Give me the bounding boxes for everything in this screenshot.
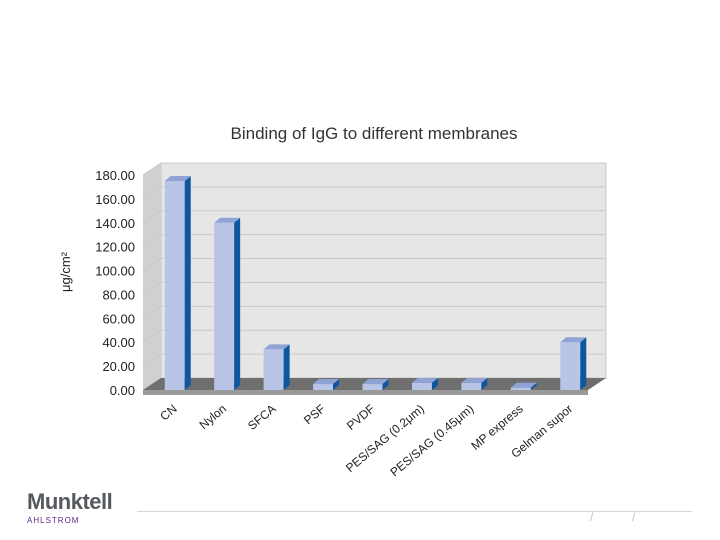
y-tick-label: 20.00 [102,359,135,374]
bar-front [560,342,581,390]
bar-side [530,382,537,390]
bar-front [362,384,383,390]
y-axis-ticks: 0.00 20.00 40.00 60.00 80.00 100.00 120.00 140.… [95,168,135,398]
bar [214,217,241,390]
bar-front [313,384,334,390]
bar-top [214,217,241,223]
y-tick-label: 60.00 [102,311,135,326]
bar-top [411,377,438,383]
bar-side [283,344,290,390]
x-category-label: Nylon [197,402,230,432]
x-category-label: PVDF [344,402,378,433]
bar-side [234,217,241,390]
bar [164,175,191,390]
bar-side [184,175,191,390]
bar-top [313,379,340,385]
y-tick-label: 160.00 [95,192,135,207]
x-category-label: SFCA [245,402,279,433]
y-tick-label: 140.00 [95,216,135,231]
y-tick-label: 180.00 [95,168,135,183]
bar-front [510,387,531,390]
bar-top [560,337,587,343]
bar-top [164,175,191,181]
bar-front [263,349,284,390]
y-tick-label: 100.00 [95,264,135,279]
bar-front [214,222,235,390]
bar-top [263,344,290,350]
y-tick-label: 0.00 [110,383,135,398]
bar-side [333,379,340,390]
bar-top [362,379,389,385]
footer-divider [137,511,692,512]
bar [263,344,290,390]
bar-top [461,377,488,383]
munktell-logo: Munktell AHLSTROM [27,489,113,526]
bar-side [431,377,438,390]
bar [313,379,340,390]
logo-name: Munktell [27,489,113,514]
bar [560,337,587,390]
bar [461,377,488,390]
x-category-label: PES/SAG (0.45μm) [387,402,476,480]
bar-top [510,382,537,388]
y-tick-label: 40.00 [102,335,135,350]
footer-slash-mark: / [590,510,594,524]
bar-side [481,377,488,390]
chart-title: Binding of IgG to different membranes [231,124,518,143]
plot-area [143,162,607,390]
x-category-label: PSF [301,402,328,428]
x-category-label: CN [157,402,179,424]
bar [510,382,537,390]
bar-front [164,180,185,390]
footer-slash-mark: / [632,510,636,524]
y-tick-label: 120.00 [95,240,135,255]
bar [411,377,438,390]
bar-front [461,382,482,390]
bars [164,175,587,390]
bar-front [411,382,432,390]
bar-side [580,337,587,390]
bar [362,379,389,390]
y-tick-label: 80.00 [102,287,135,302]
y-axis-label: μg/cm² [58,251,73,292]
logo-subtitle: AHLSTROM [27,516,80,525]
bar-side [382,379,389,390]
